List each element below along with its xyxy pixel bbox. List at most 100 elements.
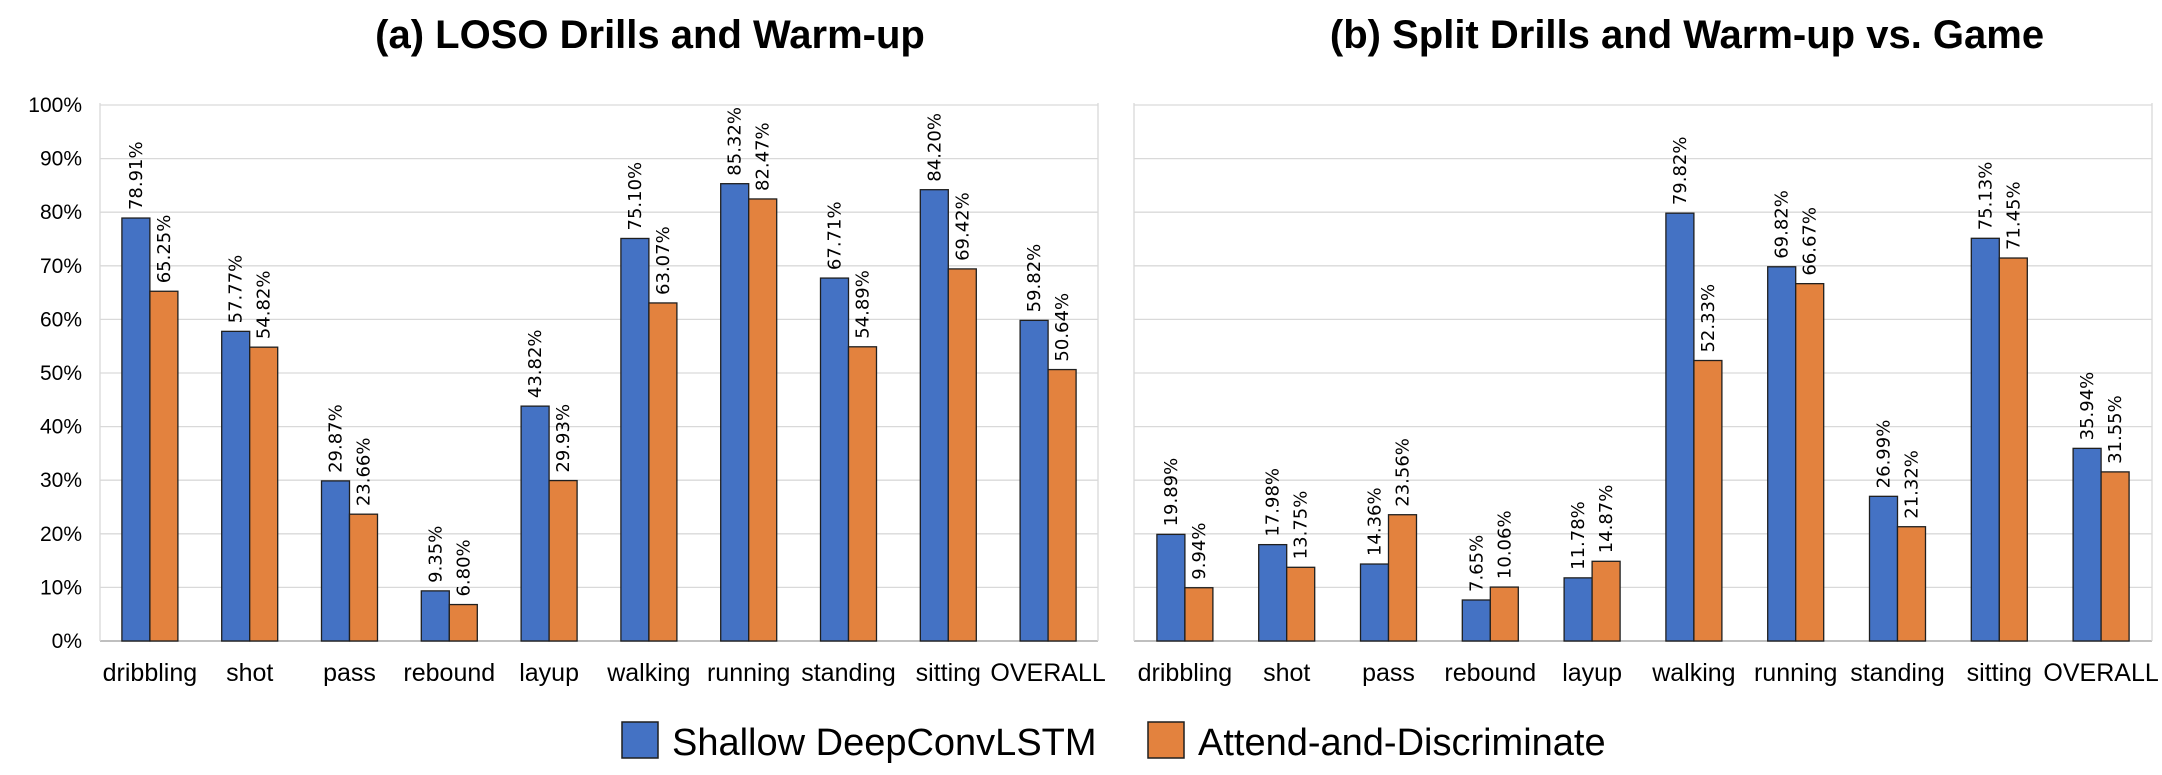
bar-shallow-deepconvlstm-layup xyxy=(1563,577,1593,642)
bar-attend-and-discriminate-rebound xyxy=(1489,586,1519,642)
x-tick-label-running: running xyxy=(1754,659,1837,687)
legend-label-attend-and-discriminate: Attend-and-Discriminate xyxy=(1198,722,1606,764)
y-tick-label: 100% xyxy=(28,94,82,117)
data-label-shallow-deepconvlstm-rebound: 7.65% xyxy=(1466,535,1487,592)
bar-shallow-deepconvlstm-running xyxy=(720,183,750,642)
x-tick-label-standing: standing xyxy=(1850,659,1945,687)
x-tick-label-standing: standing xyxy=(801,659,896,687)
data-label-attend-and-discriminate-overall: 31.55% xyxy=(2105,395,2126,464)
data-label-shallow-deepconvlstm-running: 69.82% xyxy=(1772,190,1793,259)
data-label-attend-and-discriminate-sitting: 71.45% xyxy=(2003,181,2024,250)
bar-attend-and-discriminate-overall xyxy=(2100,471,2130,642)
data-label-attend-and-discriminate-layup: 14.87% xyxy=(1596,485,1617,554)
bar-attend-and-discriminate-layup xyxy=(1591,560,1621,642)
bar-attend-and-discriminate-pass xyxy=(1387,514,1418,642)
data-label-shallow-deepconvlstm-dribbling: 78.91% xyxy=(126,141,147,210)
bar-shallow-deepconvlstm-pass xyxy=(1359,563,1390,642)
data-label-shallow-deepconvlstm-standing: 26.99% xyxy=(1874,420,1895,489)
data-label-shallow-deepconvlstm-layup: 11.78% xyxy=(1568,501,1589,570)
bar-attend-and-discriminate-sitting xyxy=(947,268,977,642)
y-tick-label: 80% xyxy=(40,201,82,224)
data-label-shallow-deepconvlstm-sitting: 84.20% xyxy=(924,113,945,182)
x-tick-label-layup: layup xyxy=(519,659,579,687)
panel-split: (b) Split Drills and Warm-up vs. Game dr… xyxy=(1133,13,2159,687)
bar-shallow-deepconvlstm-pass xyxy=(320,480,351,642)
data-label-attend-and-discriminate-standing: 54.89% xyxy=(853,270,874,339)
legend-swatch-attend-and-discriminate xyxy=(1147,721,1185,759)
x-tick-label-dribbling: dribbling xyxy=(1138,659,1233,687)
bar-shallow-deepconvlstm-rebound xyxy=(420,590,450,642)
data-label-shallow-deepconvlstm-overall: 35.94% xyxy=(2077,372,2098,441)
bar-shallow-deepconvlstm-standing xyxy=(1868,495,1899,642)
data-label-shallow-deepconvlstm-rebound: 9.35% xyxy=(425,526,446,583)
data-label-attend-and-discriminate-pass: 23.66% xyxy=(354,438,375,507)
bar-attend-and-discriminate-rebound xyxy=(448,603,478,642)
data-label-shallow-deepconvlstm-overall: 59.82% xyxy=(1024,244,1045,313)
bar-attend-and-discriminate-running xyxy=(748,198,778,642)
data-label-shallow-deepconvlstm-standing: 67.71% xyxy=(825,201,846,270)
y-tick-label: 10% xyxy=(40,576,82,599)
x-tick-label-sitting: sitting xyxy=(916,659,981,687)
x-tick-label-rebound: rebound xyxy=(403,659,495,687)
x-tick-label-shot: shot xyxy=(226,659,273,687)
bar-attend-and-discriminate-standing xyxy=(847,346,878,642)
data-label-shallow-deepconvlstm-pass: 29.87% xyxy=(326,404,347,473)
bar-attend-and-discriminate-standing xyxy=(1896,526,1927,642)
bar-attend-and-discriminate-walking xyxy=(1693,359,1723,642)
data-label-attend-and-discriminate-running: 82.47% xyxy=(753,122,774,191)
bar-shallow-deepconvlstm-running xyxy=(1767,266,1797,642)
x-tick-label-walking: walking xyxy=(606,659,690,687)
x-tick-label-overall: OVERALL xyxy=(990,659,1105,687)
data-label-attend-and-discriminate-shot: 54.82% xyxy=(254,271,275,340)
x-tick-label-sitting: sitting xyxy=(1967,659,2032,687)
bar-shallow-deepconvlstm-dribbling xyxy=(1156,533,1186,642)
bar-attend-and-discriminate-sitting xyxy=(1998,257,2028,642)
x-tick-label-pass: pass xyxy=(1362,659,1415,687)
data-label-shallow-deepconvlstm-shot: 57.77% xyxy=(226,255,247,324)
data-label-attend-and-discriminate-walking: 63.07% xyxy=(653,226,674,295)
y-tick-label: 40% xyxy=(40,416,82,439)
x-tick-label-layup: layup xyxy=(1562,659,1622,687)
y-tick-label: 70% xyxy=(40,255,82,278)
chart-title-a: (a) LOSO Drills and Warm-up xyxy=(375,13,925,57)
data-label-attend-and-discriminate-dribbling: 9.94% xyxy=(1189,523,1210,580)
bar-attend-and-discriminate-dribbling xyxy=(1184,587,1214,642)
bar-shallow-deepconvlstm-shot xyxy=(1258,543,1288,642)
y-tick-label: 20% xyxy=(40,523,82,546)
bar-shallow-deepconvlstm-walking xyxy=(1665,212,1695,642)
bar-attend-and-discriminate-pass xyxy=(348,513,379,642)
bar-attend-and-discriminate-overall xyxy=(1047,368,1077,642)
x-tick-label-rebound: rebound xyxy=(1444,659,1536,687)
data-label-attend-and-discriminate-shot: 13.75% xyxy=(1291,491,1312,560)
bar-attend-and-discriminate-shot xyxy=(1286,566,1316,642)
data-label-shallow-deepconvlstm-sitting: 75.13% xyxy=(1975,162,1996,231)
data-label-attend-and-discriminate-walking: 52.33% xyxy=(1698,284,1719,353)
bar-shallow-deepconvlstm-sitting xyxy=(919,189,949,642)
data-label-attend-and-discriminate-standing: 21.32% xyxy=(1902,450,1923,519)
bar-shallow-deepconvlstm-overall xyxy=(2072,447,2102,642)
bar-shallow-deepconvlstm-walking xyxy=(620,237,650,642)
y-tick-label: 30% xyxy=(40,469,82,492)
y-tick-label: 0% xyxy=(52,630,82,653)
legend-swatch-shallow-deepconvlstm xyxy=(621,721,659,759)
bar-shallow-deepconvlstm-standing xyxy=(819,277,850,642)
data-label-shallow-deepconvlstm-pass: 14.36% xyxy=(1365,487,1386,556)
bar-shallow-deepconvlstm-dribbling xyxy=(121,217,151,642)
data-label-attend-and-discriminate-overall: 50.64% xyxy=(1052,293,1073,362)
data-label-attend-and-discriminate-sitting: 69.42% xyxy=(952,192,973,261)
x-tick-label-dribbling: dribbling xyxy=(103,659,198,687)
bar-attend-and-discriminate-layup xyxy=(548,479,578,642)
x-tick-label-walking: walking xyxy=(1651,659,1735,687)
bar-attend-and-discriminate-running xyxy=(1795,282,1825,642)
y-tick-label: 90% xyxy=(40,148,82,171)
data-label-attend-and-discriminate-dribbling: 65.25% xyxy=(154,215,175,284)
x-tick-label-overall: OVERALL xyxy=(2043,659,2158,687)
legend: Shallow DeepConvLSTM Attend-and-Discrimi… xyxy=(621,721,1606,764)
bar-attend-and-discriminate-walking xyxy=(648,302,678,642)
bar-shallow-deepconvlstm-layup xyxy=(520,405,550,642)
data-label-shallow-deepconvlstm-walking: 75.10% xyxy=(625,162,646,231)
legend-label-shallow-deepconvlstm: Shallow DeepConvLSTM xyxy=(672,722,1097,764)
data-label-attend-and-discriminate-layup: 29.93% xyxy=(553,404,574,473)
data-label-attend-and-discriminate-rebound: 6.80% xyxy=(453,539,474,596)
